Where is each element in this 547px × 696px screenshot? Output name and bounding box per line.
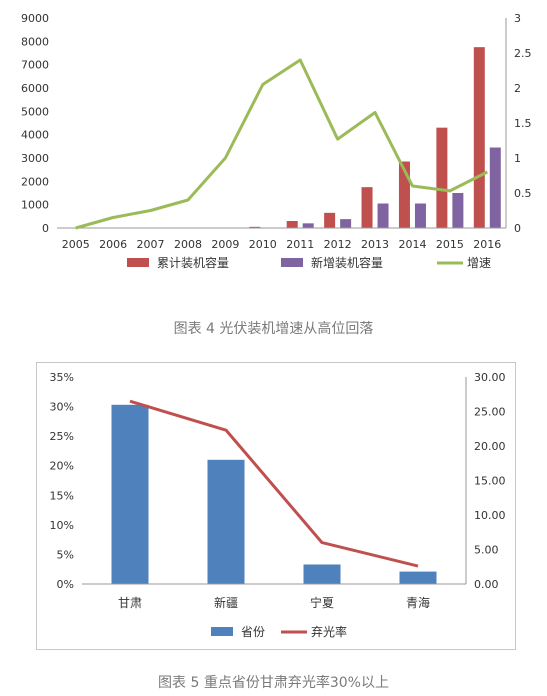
bar <box>286 221 298 228</box>
left-axis-tick-label: 0 <box>42 222 49 235</box>
bar <box>324 212 336 228</box>
category-label: 2016 <box>473 238 501 251</box>
right-axis-tick-label: 0.5 <box>514 187 532 200</box>
right-axis-tick-label: 15.00 <box>474 475 506 488</box>
legend-swatch <box>211 627 233 636</box>
legend-label: 省份 <box>241 625 265 639</box>
bar <box>111 404 149 584</box>
figure-4-caption: 图表 4 光伏装机增速从高位回落 <box>173 321 374 337</box>
left-axis-tick-label: 7000 <box>21 59 49 72</box>
category-label: 2005 <box>62 238 90 251</box>
category-label: 2007 <box>137 238 165 251</box>
left-axis-tick-label: 0% <box>57 578 74 591</box>
category-label: 宁夏 <box>310 595 334 610</box>
category-label: 青海 <box>406 595 430 610</box>
category-label: 2006 <box>99 238 127 251</box>
right-axis-tick-label: 10.00 <box>474 509 506 522</box>
category-label: 2014 <box>398 238 426 251</box>
left-axis-tick-label: 5% <box>57 548 74 561</box>
category-label: 2013 <box>361 238 389 251</box>
legend-swatch <box>127 258 149 267</box>
left-axis-tick-label: 25% <box>50 430 74 443</box>
bar <box>249 226 261 228</box>
left-axis-tick-label: 4000 <box>21 129 49 142</box>
category-label: 2010 <box>249 238 277 251</box>
right-axis-tick-label: 1.5 <box>514 117 532 130</box>
right-axis-tick-label: 30.00 <box>474 371 506 384</box>
legend-label: 增速 <box>467 256 491 270</box>
category-label: 2009 <box>211 238 239 251</box>
left-axis-tick-label: 15% <box>50 489 74 502</box>
left-axis-tick-label: 35% <box>50 371 74 384</box>
left-axis-tick-label: 8000 <box>21 35 49 48</box>
series-line <box>75 58 488 230</box>
right-axis-tick-label: 1 <box>514 152 521 165</box>
chart-1: 9000 8000 7000 6000 5000 4000 3000 2000 1000 0 3 2.… <box>21 12 532 270</box>
left-axis-tick-label: 3000 <box>21 152 49 165</box>
bar <box>452 193 464 228</box>
bar <box>377 203 389 228</box>
bar <box>473 47 485 228</box>
legend-label: 新增装机容量 <box>311 255 383 270</box>
figure-5-caption: 图表 5 重点省份甘肃弃光率30%以上 <box>158 675 389 691</box>
right-axis-tick-label: 2 <box>514 82 521 95</box>
category-label: 2015 <box>436 238 464 251</box>
left-axis-tick-label: 2000 <box>21 175 49 188</box>
right-axis-tick-label: 5.00 <box>474 544 499 557</box>
right-axis-tick-label: 0.00 <box>474 578 499 591</box>
right-axis-tick-label: 0 <box>514 222 521 235</box>
bar <box>302 223 314 228</box>
series-line <box>129 399 419 568</box>
left-axis-tick-label: 6000 <box>21 82 49 95</box>
bar <box>398 161 410 228</box>
left-axis-tick-label: 1000 <box>21 199 49 212</box>
bar <box>436 127 448 228</box>
bar <box>207 459 245 584</box>
bar <box>340 219 352 228</box>
left-axis-tick-label: 5000 <box>21 105 49 118</box>
left-axis-tick-label: 30% <box>50 401 74 414</box>
legend-label: 累计装机容量 <box>157 255 229 270</box>
legend-label: 弃光率 <box>311 624 347 639</box>
bar <box>414 203 426 228</box>
category-label: 2012 <box>324 238 352 251</box>
category-label: 新疆 <box>214 595 238 610</box>
category-label: 2008 <box>174 238 202 251</box>
bar <box>303 564 341 584</box>
category-label: 甘肃 <box>118 596 142 610</box>
category-label: 2011 <box>286 238 314 251</box>
chart-2: 35% 30% 25% 20% 15% 10% 5% 0% 30.00 25.00 20.00 15.… <box>50 371 506 639</box>
left-axis-tick-label: 20% <box>50 460 74 473</box>
left-axis-tick-label: 10% <box>50 519 74 532</box>
bar <box>399 571 437 584</box>
right-axis-tick-label: 25.00 <box>474 406 506 419</box>
legend-swatch <box>281 258 303 267</box>
right-axis-tick-label: 2.5 <box>514 47 532 60</box>
right-axis-tick-label: 20.00 <box>474 440 506 453</box>
bar <box>489 147 501 228</box>
left-axis-tick-label: 9000 <box>21 12 49 25</box>
bar <box>361 187 373 228</box>
right-axis-tick-label: 3 <box>514 12 521 25</box>
